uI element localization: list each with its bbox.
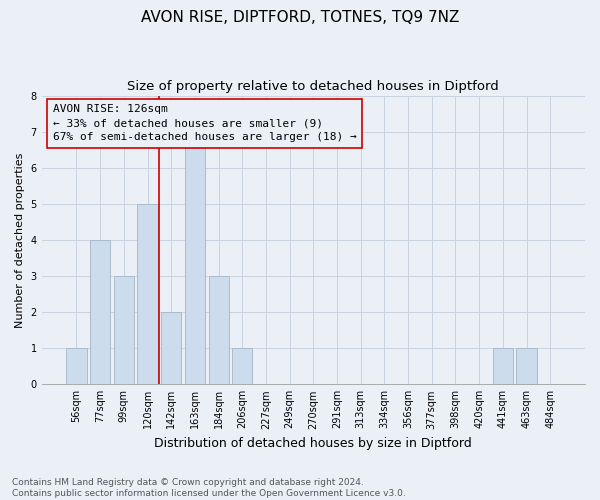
Y-axis label: Number of detached properties: Number of detached properties <box>15 152 25 328</box>
Bar <box>137 204 158 384</box>
Bar <box>185 132 205 384</box>
Text: AVON RISE: 126sqm
← 33% of detached houses are smaller (9)
67% of semi-detached : AVON RISE: 126sqm ← 33% of detached hous… <box>53 104 356 142</box>
Text: Contains HM Land Registry data © Crown copyright and database right 2024.
Contai: Contains HM Land Registry data © Crown c… <box>12 478 406 498</box>
Bar <box>67 348 86 385</box>
Title: Size of property relative to detached houses in Diptford: Size of property relative to detached ho… <box>127 80 499 93</box>
X-axis label: Distribution of detached houses by size in Diptford: Distribution of detached houses by size … <box>154 437 472 450</box>
Bar <box>232 348 253 385</box>
Bar <box>114 276 134 384</box>
Text: AVON RISE, DIPTFORD, TOTNES, TQ9 7NZ: AVON RISE, DIPTFORD, TOTNES, TQ9 7NZ <box>141 10 459 25</box>
Bar <box>493 348 513 385</box>
Bar <box>517 348 536 385</box>
Bar <box>161 312 181 384</box>
Bar <box>90 240 110 384</box>
Bar <box>209 276 229 384</box>
